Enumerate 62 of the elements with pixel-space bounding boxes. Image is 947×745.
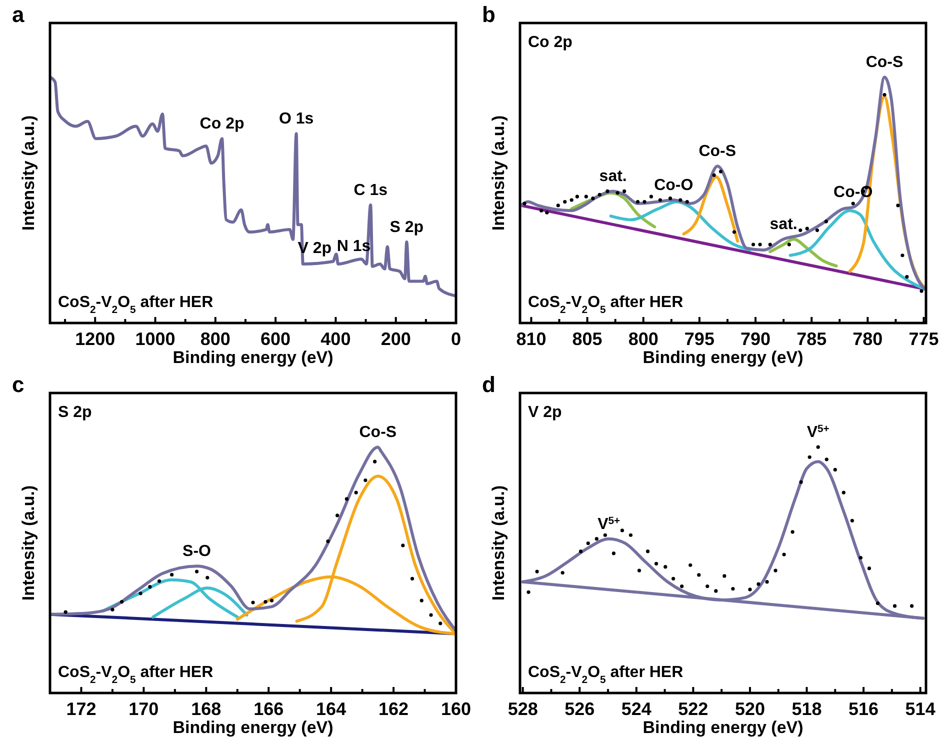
annotation: V$^{5+}$ — [598, 515, 620, 533]
x-tick-label: 790 — [740, 329, 771, 349]
text: Co 2p — [528, 34, 573, 51]
x-tick-label: 0 — [450, 329, 462, 349]
annotation: Co-S — [359, 424, 397, 442]
x-tick-label: 600 — [260, 329, 291, 349]
x-tick-label: 526 — [564, 699, 595, 719]
x-axis-title: Binding energy (eV) — [642, 718, 804, 737]
annotation: sat. — [599, 168, 627, 186]
y-axis-title: Intensity (a.u.) — [489, 485, 508, 601]
annotation: Co-O — [654, 177, 694, 194]
x-axis-title: Binding energy (eV) — [642, 348, 804, 367]
annotation: CoS$_{2}$-V$_{2}$O$_{5}$ after HER — [528, 664, 684, 686]
chart-title: d — [482, 372, 496, 397]
x-tick-label: 524 — [621, 699, 652, 719]
x-tick-label: 164 — [316, 699, 346, 719]
x-tick-label: 805 — [572, 329, 602, 349]
y-axis-title: Intensity (a.u.) — [19, 115, 38, 231]
chart-title: a — [12, 2, 25, 27]
x-tick-label: 528 — [508, 699, 538, 719]
annotation: Co 2p — [200, 116, 244, 133]
annotation: sat. — [770, 216, 798, 234]
x-axis-title: Binding energy (eV) — [172, 348, 334, 367]
annotation: CoS$_{2}$-V$_{2}$O$_{5}$ after HER — [528, 294, 684, 316]
y-axis-title: Intensity (a.u.) — [19, 485, 38, 601]
annotation: S 2p — [390, 218, 424, 236]
annotation: C 1s — [354, 182, 388, 199]
annotation: Co-S — [866, 54, 904, 72]
annotation: Co-S — [698, 143, 736, 160]
x-tick-label: 162 — [378, 699, 409, 719]
x-tick-label: 795 — [684, 329, 714, 349]
x-tick-label: 200 — [380, 329, 411, 349]
chart-title: c — [12, 372, 24, 397]
x-tick-label: 170 — [128, 699, 159, 719]
annotation: CoS$_{2}$-V$_{2}$O$_{5}$ after HER — [58, 664, 214, 686]
chart-title: b — [482, 2, 496, 27]
y-axis-title: Intensity (a.u.) — [489, 115, 508, 231]
x-axis-title: Binding energy (eV) — [172, 718, 334, 737]
x-tick-label: 800 — [628, 329, 658, 349]
annotation: CoS$_{2}$-V$_{2}$O$_{5}$ after HER — [58, 294, 214, 316]
x-tick-label: 785 — [796, 329, 827, 349]
x-tick-label: 520 — [734, 699, 765, 719]
x-tick-label: 166 — [254, 699, 284, 719]
x-tick-label: 160 — [440, 699, 472, 719]
x-tick-label: 172 — [66, 699, 96, 719]
text: V 2p — [528, 404, 562, 421]
x-tick-label: 775 — [908, 329, 939, 349]
annotation: S-O — [182, 543, 212, 560]
x-tick-label: 810 — [516, 329, 546, 349]
x-tick-label: 518 — [792, 699, 822, 719]
annotation: O 1s — [278, 110, 314, 128]
x-tick-label: 1200 — [75, 329, 116, 349]
x-tick-label: 516 — [848, 699, 879, 719]
x-tick-label: 168 — [191, 699, 222, 719]
x-tick-label: 780 — [852, 329, 883, 349]
x-tick-label: 1000 — [135, 329, 176, 349]
x-tick-label: 800 — [200, 329, 230, 349]
x-tick-label: 514 — [905, 699, 936, 719]
text: S 2p — [58, 404, 92, 421]
x-tick-label: 400 — [320, 329, 351, 349]
annotation: V$^{5+}$ — [806, 424, 830, 442]
x-tick-label: 522 — [678, 699, 708, 719]
